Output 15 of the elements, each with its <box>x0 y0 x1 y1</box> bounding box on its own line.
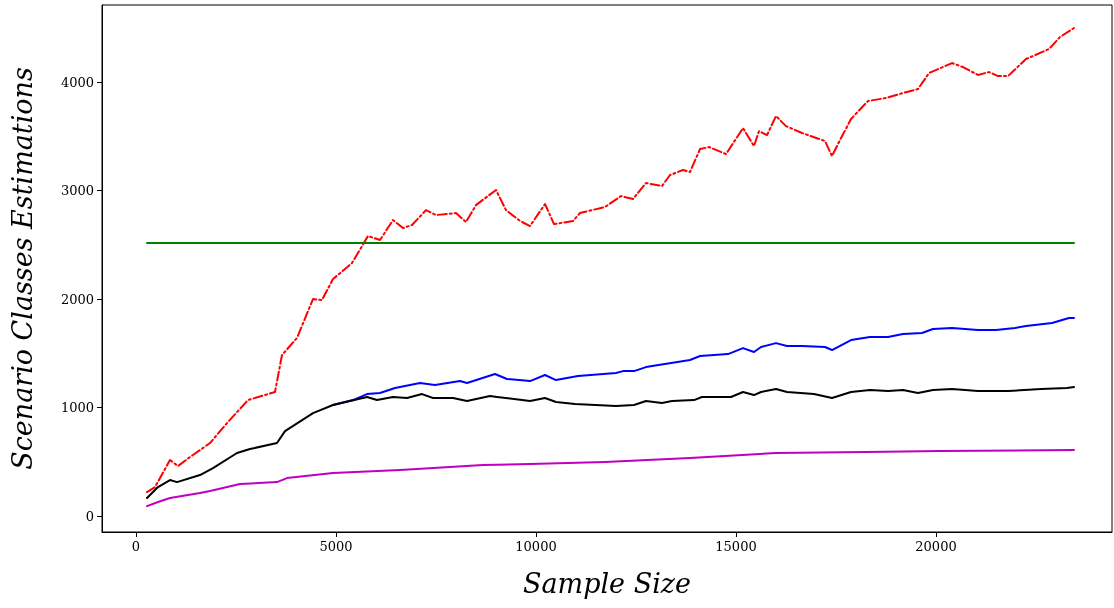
y-tick-label: 3000 <box>60 183 94 199</box>
x-tick-label: 15000 <box>715 539 757 554</box>
x-tick-label: 20000 <box>915 539 957 554</box>
line-series <box>146 449 1075 508</box>
y-tick-label: 1000 <box>60 400 94 416</box>
x-tick-label: 0 <box>131 539 141 554</box>
x-tick-label: 10000 <box>515 539 557 554</box>
y-tick-label: 2000 <box>60 291 94 307</box>
y-tick-label: 4000 <box>60 74 94 90</box>
x-axis-title: Sample Size <box>522 568 692 599</box>
y-axis-title: Scenario Classes Estimations <box>7 67 38 470</box>
line-series <box>146 27 1075 494</box>
y-tick-label: 0 <box>85 508 94 524</box>
x-tick-label: 5000 <box>319 539 353 554</box>
line-series <box>146 386 1075 500</box>
